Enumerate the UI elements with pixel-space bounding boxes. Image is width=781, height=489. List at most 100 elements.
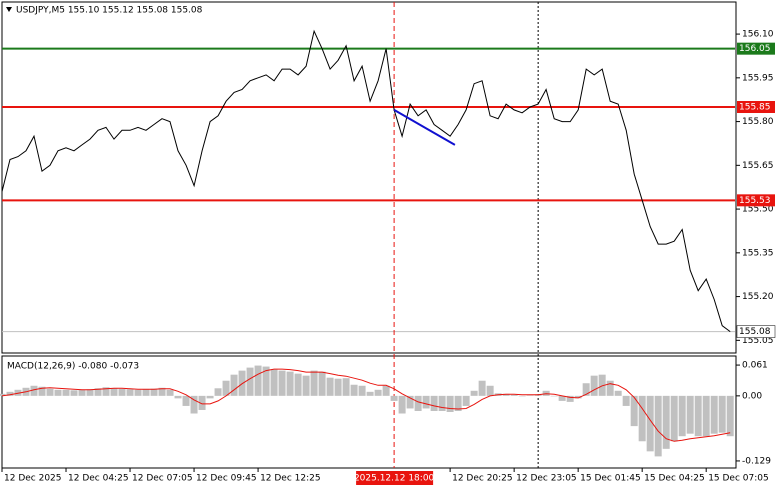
histogram-bar (358, 385, 366, 396)
histogram-bar (478, 380, 486, 396)
histogram-bar (326, 377, 334, 396)
histogram-bar (222, 380, 230, 396)
x-tick-label: 12 Dec 12:25 (260, 474, 321, 484)
histogram-bar (318, 371, 326, 396)
histogram-bar (158, 387, 166, 396)
histogram-bar (598, 374, 606, 396)
histogram-bar (454, 395, 462, 411)
histogram-bar (502, 393, 510, 396)
histogram-bar (590, 375, 598, 396)
histogram-bar (694, 395, 702, 437)
histogram-bar (262, 366, 270, 396)
histogram-bar (134, 389, 142, 396)
histogram-bar (62, 389, 70, 396)
histogram-bar (510, 394, 518, 396)
histogram-bar (142, 389, 150, 396)
histogram-bar (654, 395, 662, 457)
x-tick-label: 15 Dec 04:25 (644, 474, 705, 484)
y-tick-label: 0.061 (742, 361, 768, 371)
y-tick-label: -0.129 (742, 456, 771, 466)
histogram-bar (86, 389, 94, 396)
y-tick-label: 0.00 (742, 391, 762, 401)
histogram-bar (342, 378, 350, 396)
histogram-bar (702, 395, 710, 437)
x-tick-label: 12 Dec 20:25 (452, 474, 513, 484)
level-label: 155.53 (739, 196, 771, 206)
y-tick-label: 155.05 (742, 336, 774, 346)
histogram-bar (214, 388, 222, 396)
histogram-bar (414, 395, 422, 411)
x-tick-label: 12 Dec 04:25 (68, 474, 129, 484)
histogram-bar (678, 395, 686, 437)
histogram-bar (110, 388, 118, 396)
crosshair-label: 2025.12.12 18:00 (354, 474, 435, 484)
histogram-bar (310, 370, 318, 396)
histogram-bar (606, 380, 614, 396)
histogram-bar (614, 390, 622, 396)
y-tick-label: 155.65 (742, 161, 774, 171)
histogram-bar (254, 365, 262, 396)
histogram-bar (270, 369, 278, 396)
histogram-bar (246, 367, 254, 396)
histogram-bar (46, 388, 54, 396)
y-tick-label: 155.50 (742, 205, 774, 215)
histogram-bar (670, 395, 678, 442)
y-tick-label: 155.20 (742, 292, 774, 302)
level-label: 155.85 (739, 103, 771, 113)
histogram-bar (550, 395, 558, 397)
histogram-bar (430, 395, 438, 411)
histogram-bar (118, 388, 126, 396)
histogram-bar (174, 395, 182, 399)
histogram-bar (710, 395, 718, 434)
histogram-bar (390, 395, 398, 401)
histogram-bar (0, 393, 6, 396)
histogram-bar (486, 385, 494, 396)
histogram-bar (278, 370, 286, 396)
histogram-bar (286, 371, 294, 396)
histogram-bar (6, 391, 14, 396)
histogram-bar (470, 390, 478, 396)
histogram-bar (54, 389, 62, 396)
histogram-bar (630, 395, 638, 427)
histogram-bar (582, 383, 590, 396)
histogram-bar (574, 395, 582, 399)
last-price-tag (736, 325, 776, 338)
y-tick-label: 155.95 (742, 73, 774, 83)
histogram-bar (406, 395, 414, 409)
histogram-bar (70, 390, 78, 396)
histogram-bar (662, 395, 670, 449)
macd-panel (1, 355, 737, 469)
histogram-bar (38, 386, 46, 396)
histogram-bar (438, 395, 446, 411)
histogram-bar (230, 374, 238, 396)
histogram-bar (366, 391, 374, 396)
level-tag (737, 101, 775, 113)
level-tag (737, 194, 775, 207)
price-line (1, 29, 731, 333)
macd-title: MACD(12,26,9) -0.080 -0.073 (7, 362, 139, 372)
histogram-bar (638, 395, 646, 442)
histogram-bar (350, 384, 358, 396)
histogram-bar (198, 395, 206, 410)
y-tick-label: 155.35 (742, 248, 774, 258)
x-tick-label: 12 Dec 07:05 (132, 474, 193, 484)
histogram-bar (622, 395, 630, 406)
histogram-bar (294, 373, 302, 396)
histogram-bar (166, 389, 174, 396)
histogram-bar (726, 395, 734, 437)
crosshair-tag (356, 471, 434, 485)
histogram-bar (302, 375, 310, 396)
chart-title: USDJPY,M5 155.10 155.12 155.08 155.08 (16, 6, 203, 16)
histogram-bar (382, 385, 390, 396)
histogram-bar (190, 395, 198, 414)
histogram-bar (462, 395, 470, 406)
menu-triangle (6, 7, 12, 12)
histogram-bar (566, 395, 574, 402)
level-tag (737, 42, 775, 55)
histogram-bar (398, 395, 406, 414)
histogram-bar (102, 387, 110, 396)
last-price-label: 155.08 (739, 327, 771, 337)
histogram-bar (526, 395, 534, 396)
histogram-bar (422, 395, 430, 409)
